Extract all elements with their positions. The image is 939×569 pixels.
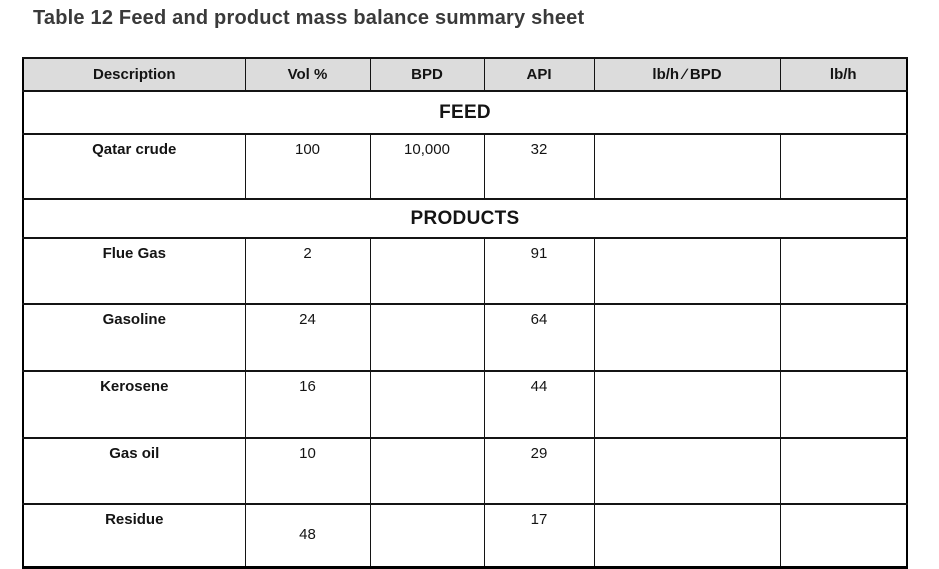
- table-row-qatar-crude: Qatar crude 100 10,000 32: [22, 133, 908, 200]
- cell-bpd: [369, 370, 485, 439]
- cell-lbh: [779, 503, 908, 568]
- section-label-products: PRODUCTS: [22, 198, 908, 239]
- cell-description: Kerosene: [22, 370, 246, 439]
- cell-vol-pct: 16: [244, 370, 371, 439]
- table-row-flue-gas: Flue Gas 2 91: [22, 237, 908, 305]
- cell-lbh: [779, 303, 908, 372]
- col-header-description: Description: [22, 57, 246, 92]
- col-header-bpd: BPD: [369, 57, 485, 92]
- cell-description: Residue: [22, 503, 246, 568]
- cell-api: 44: [483, 370, 595, 439]
- section-row-feed: FEED: [22, 90, 908, 135]
- cell-lbh: [779, 133, 908, 200]
- cell-vol-pct: 100: [244, 133, 371, 200]
- cell-api: 17: [483, 503, 595, 568]
- cell-lbh-per-bpd: [593, 303, 781, 372]
- cell-lbh-per-bpd: [593, 133, 781, 200]
- col-header-vol-pct: Vol %: [244, 57, 371, 92]
- table-header-row: Description Vol % BPD API lb/h ∕ BPD lb/…: [22, 57, 908, 92]
- cell-lbh-per-bpd: [593, 237, 781, 305]
- col-header-api: API: [483, 57, 595, 92]
- cell-lbh-per-bpd: [593, 503, 781, 568]
- cell-description: Qatar crude: [22, 133, 246, 200]
- cell-description: Gas oil: [22, 437, 246, 505]
- cell-lbh-per-bpd: [593, 370, 781, 439]
- table-row-gas-oil: Gas oil 10 29: [22, 437, 908, 505]
- page-title: Table 12 Feed and product mass balance s…: [33, 7, 585, 29]
- cell-api: 91: [483, 237, 595, 305]
- cell-description: Flue Gas: [22, 237, 246, 305]
- cell-vol-pct: 48: [244, 503, 371, 568]
- cell-bpd: [369, 437, 485, 505]
- cell-description: Gasoline: [22, 303, 246, 372]
- cell-lbh: [779, 370, 908, 439]
- cell-lbh: [779, 237, 908, 305]
- cell-api: 32: [483, 133, 595, 200]
- cell-vol-pct: 24: [244, 303, 371, 372]
- col-header-lbh: lb/h: [779, 57, 908, 92]
- cell-vol-pct: 2: [244, 237, 371, 305]
- cell-lbh-per-bpd: [593, 437, 781, 505]
- cell-api: 64: [483, 303, 595, 372]
- table-row-gasoline: Gasoline 24 64: [22, 303, 908, 372]
- table-row-kerosene: Kerosene 16 44: [22, 370, 908, 439]
- cell-api: 29: [483, 437, 595, 505]
- cell-bpd: [369, 303, 485, 372]
- col-header-lbh-per-bpd: lb/h ∕ BPD: [593, 57, 781, 92]
- cell-bpd: 10,000: [369, 133, 485, 200]
- table-row-residue: Residue 48 17: [22, 503, 908, 568]
- cell-vol-pct: 10: [244, 437, 371, 505]
- section-row-products: PRODUCTS: [22, 198, 908, 239]
- cell-bpd: [369, 503, 485, 568]
- cell-lbh: [779, 437, 908, 505]
- section-label-feed: FEED: [22, 90, 908, 135]
- cell-bpd: [369, 237, 485, 305]
- mass-balance-table: Description Vol % BPD API lb/h ∕ BPD lb/…: [22, 57, 908, 569]
